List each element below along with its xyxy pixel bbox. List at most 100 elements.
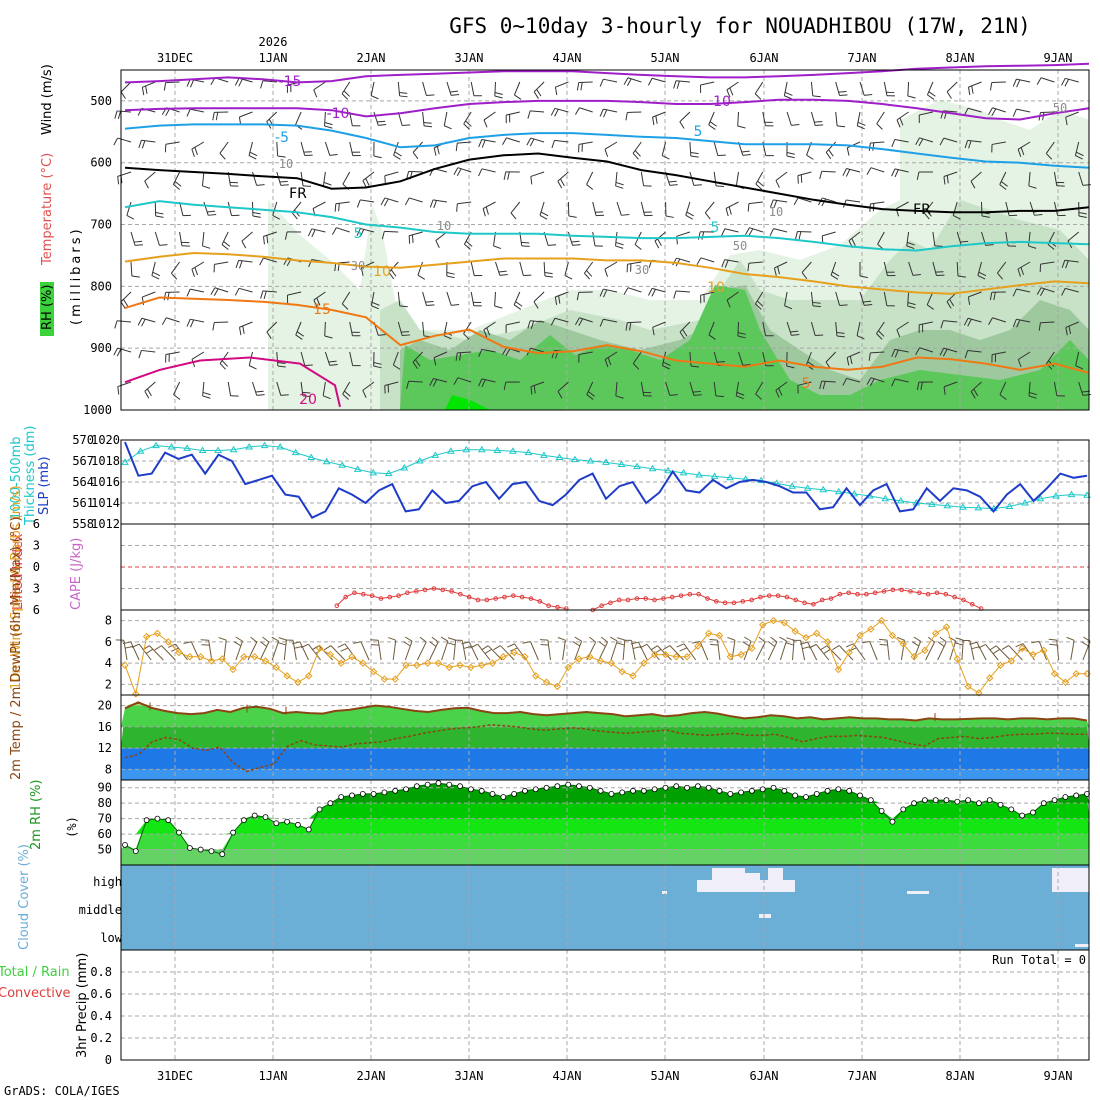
cloud-cover-label: Cloud Cover (%): [17, 844, 32, 950]
pressure-tick-900: 900: [90, 341, 112, 355]
rh-point-19: [327, 800, 334, 807]
run-total-label: Run Total = 0: [992, 953, 1086, 967]
rh-point-58: [749, 787, 755, 794]
wind-point-46: [618, 667, 626, 676]
wind-point-56: [726, 653, 735, 661]
li-point-14: [458, 591, 463, 597]
li-point-52: [793, 597, 799, 603]
wind-point-62: [791, 627, 799, 635]
thickness-point-2: [152, 441, 160, 449]
wind-point-74: [921, 646, 929, 655]
wind-point-58: [748, 644, 756, 652]
isotherm-5: [124, 200, 1090, 252]
rh-point-34: [489, 791, 496, 797]
thickness-point-60: [1052, 492, 1060, 499]
rh-point-22: [359, 791, 366, 797]
wind-point-5: [175, 648, 183, 657]
isotherm-label-8: 5: [711, 220, 720, 236]
bottom-date-8JAN: 8JAN: [946, 1069, 975, 1083]
rh-point-35: [500, 794, 507, 800]
rh-point-5: [176, 829, 182, 836]
slp-tick-1014: 1014: [91, 496, 120, 510]
wind-point-38: [532, 672, 540, 680]
lifted-index-segment: [336, 587, 567, 610]
wind-point-45: [607, 659, 616, 667]
wind-point-32: [467, 663, 475, 672]
wind-point-48: [640, 659, 648, 667]
wind-point-1: [132, 690, 140, 698]
wind-point-8: [207, 657, 216, 665]
bottom-date-9JAN: 9JAN: [1044, 1069, 1073, 1083]
rh-point-37: [522, 787, 528, 794]
bottom-date-4JAN: 4JAN: [553, 1069, 582, 1083]
rh-tick-70: 70: [98, 812, 112, 826]
rh-point-52: [684, 784, 690, 791]
rh-point-76: [943, 797, 950, 803]
wind-point-27: [413, 661, 421, 669]
wind-point-18: [315, 644, 324, 652]
rh-point-53: [694, 783, 701, 790]
wind-point-69: [867, 625, 875, 633]
wind-point-64: [813, 629, 821, 638]
upper-air-grid: [121, 70, 1089, 411]
isotherm--15: [124, 62, 1090, 84]
wind-point-83: [1018, 644, 1026, 652]
rh-point-9: [219, 851, 226, 858]
rh-point-32: [467, 786, 474, 793]
wind-point-84: [1029, 650, 1037, 659]
lifted-index-segment: [592, 589, 982, 611]
temp-line: [124, 701, 1088, 722]
rh-point-10: [230, 829, 236, 836]
temp-tick-16: 16: [98, 720, 112, 734]
isotherm-label-5: FR: [289, 186, 307, 202]
wind-point-17: [305, 672, 313, 680]
thickness-point-61: [1067, 490, 1076, 498]
rh-point-55: [716, 787, 723, 794]
precip-tick-0.2: 0.2: [90, 1031, 112, 1045]
wind-point-0: [121, 661, 129, 669]
top-date-axis: 31DEC 1JAN 2JAN 3JAN 4JAN 5JAN 6JAN 7JAN 8JAN 9JA…: [157, 51, 1073, 65]
top-date-8JAN: 8JAN: [946, 51, 975, 65]
wind-point-23: [369, 667, 378, 676]
thickness-tick-567: 567: [72, 454, 94, 468]
cloud-dot-4: [1075, 944, 1089, 947]
wind-point-15: [283, 672, 291, 680]
wind-point-86: [1050, 670, 1059, 678]
thickness-point-53: [943, 501, 952, 509]
rh-point-43: [586, 784, 593, 791]
wind-tick-6: 6: [105, 635, 112, 649]
slp-tick-1018: 1018: [91, 454, 120, 468]
wind-point-26: [402, 661, 410, 669]
isotherm-FR: [124, 152, 1090, 214]
isotherm--5: [124, 123, 1090, 169]
rh-legend-swatch: [40, 282, 54, 336]
wind-point-20: [337, 659, 345, 667]
rh-point-56: [727, 791, 734, 797]
top-date-9JAN: 9JAN: [1044, 51, 1073, 65]
wind-10m-ylabel: 10m Wind Speed & Barbs (m/s): [9, 485, 24, 690]
rh-point-84: [1030, 809, 1036, 816]
rh-point-87: [1062, 794, 1069, 800]
isotherm-label-10: 10: [707, 280, 725, 296]
isotherm-20: [124, 356, 341, 408]
rh-contour-label-3: 30: [351, 259, 365, 273]
rh-point-73: [911, 800, 917, 807]
thickness-point-25: [509, 447, 517, 454]
rh-point-41: [565, 781, 572, 788]
rh-point-46: [619, 789, 626, 796]
wind-point-43: [586, 653, 594, 661]
pressure-axis: 500 600 700 800 900 1000: [83, 94, 112, 417]
chart-title: GFS 0~10day 3-hourly for NOUADHIBOU (17W…: [449, 14, 1031, 38]
rh-contour-label-6: 50: [1053, 101, 1067, 115]
wind-point-85: [1040, 646, 1048, 655]
rh-point-4: [165, 817, 172, 824]
isotherm-label-1: -10: [327, 106, 350, 122]
temp-band-lightblue: [121, 769, 1089, 780]
rh-band-5: [121, 783, 1089, 804]
isotherm-label-3: -5: [275, 130, 289, 146]
rh-point-42: [576, 783, 582, 790]
high-cloud-patch-2: [1052, 868, 1089, 892]
wind-point-28: [423, 659, 432, 667]
wind-point-14: [272, 663, 281, 672]
